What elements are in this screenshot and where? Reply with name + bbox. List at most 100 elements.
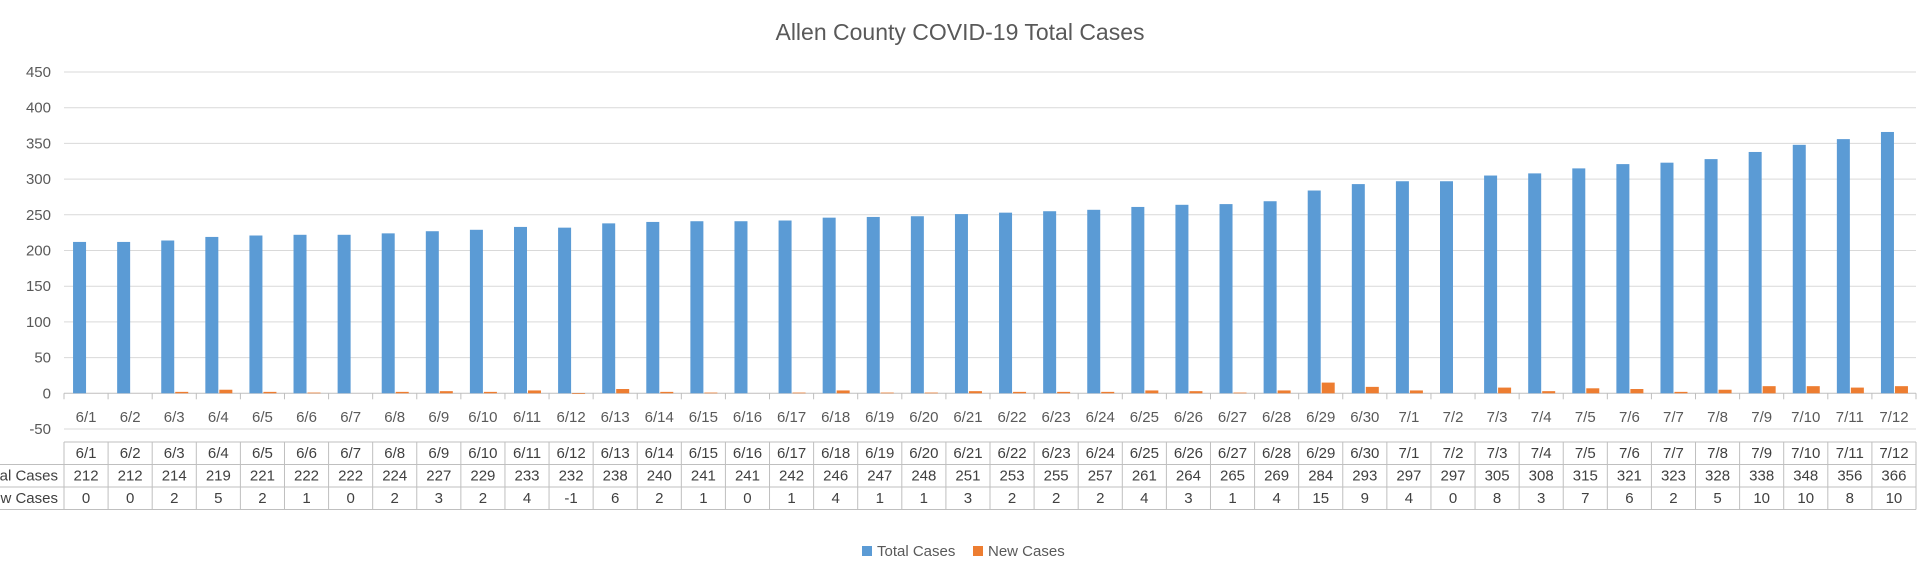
bar-total-cases — [910, 216, 924, 394]
table-cell-total-cases: 297 — [1396, 468, 1421, 485]
table-cell-new-cases: 0 — [82, 490, 90, 507]
table-cell-date: 7/10 — [1791, 445, 1820, 462]
bar-total-cases — [1748, 151, 1762, 394]
table-cell-total-cases: 232 — [559, 468, 584, 485]
x-tick-label: 7/3 — [1487, 409, 1508, 426]
table-cell-date: 6/28 — [1262, 445, 1291, 462]
bar-new-cases — [175, 391, 189, 394]
table-cell-new-cases: 4 — [831, 490, 839, 507]
bar-total-cases — [1528, 173, 1542, 394]
table-cell-date: 7/3 — [1487, 445, 1508, 462]
table-cell-total-cases: 212 — [74, 468, 99, 485]
bar-total-cases — [1307, 190, 1321, 394]
bar-total-cases — [1219, 204, 1233, 394]
table-cell-new-cases: 10 — [1797, 490, 1814, 507]
bar-total-cases — [1616, 164, 1630, 394]
x-tick-label: 7/7 — [1663, 409, 1684, 426]
table-cell-date: 7/12 — [1879, 445, 1908, 462]
table-cell-date: 6/10 — [468, 445, 497, 462]
table-cell-total-cases: 241 — [735, 468, 760, 485]
legend-label: New Cases — [988, 543, 1065, 560]
bar-total-cases — [1263, 201, 1277, 394]
legend: Total Cases New Cases — [862, 543, 1065, 560]
y-tick-label: 250 — [26, 207, 51, 224]
table-cell-total-cases: 265 — [1220, 468, 1245, 485]
bar-new-cases — [439, 391, 453, 394]
x-tick-label: 6/11 — [513, 409, 541, 426]
x-tick-label: 6/26 — [1174, 409, 1203, 426]
table-cell-total-cases: 247 — [867, 468, 892, 485]
table-cell-total-cases: 222 — [294, 468, 319, 485]
bar-total-cases — [1704, 159, 1718, 394]
table-cell-new-cases: 3 — [964, 490, 972, 507]
table-cell-date: 6/19 — [865, 445, 894, 462]
table-cell-date: 6/4 — [208, 445, 229, 462]
bar-total-cases — [205, 236, 219, 394]
table-cell-new-cases: 1 — [920, 490, 928, 507]
x-tick-label: 6/13 — [601, 409, 630, 426]
data-table: 6/1 6/2 6/3 6/4 6/5 6/6 6/7 6/8 6/9 6/10 6/11 6/12 6… — [0, 441, 1917, 510]
y-tick-label: 200 — [26, 243, 51, 260]
x-tick-label: 7/1 — [1398, 409, 1419, 426]
table-cell-date: 7/5 — [1575, 445, 1596, 462]
table-cell-new-cases: -1 — [564, 490, 577, 507]
table-cell-new-cases: 5 — [214, 490, 222, 507]
table-cell-new-cases: 8 — [1846, 490, 1854, 507]
y-tick-label: 300 — [26, 171, 51, 188]
x-tick-label: 6/9 — [428, 409, 449, 426]
table-cell-total-cases: 328 — [1705, 468, 1730, 485]
bar-new-cases — [880, 392, 894, 394]
table-cell-total-cases: 212 — [118, 468, 143, 485]
bar-total-cases — [1175, 204, 1189, 394]
x-tick-label: 6/2 — [120, 409, 141, 426]
table-cell-total-cases: 251 — [955, 468, 980, 485]
table-cell-new-cases: 3 — [435, 490, 443, 507]
table-cell-total-cases: 219 — [206, 468, 231, 485]
x-tick-label: 7/6 — [1619, 409, 1640, 426]
x-tick-label: 7/10 — [1791, 409, 1820, 426]
x-tick-label: 7/5 — [1575, 409, 1596, 426]
bar-new-cases — [1894, 386, 1908, 394]
y-tick-label: 50 — [34, 350, 51, 367]
legend-label: Total Cases — [877, 543, 955, 560]
table-cell-new-cases: 2 — [1096, 490, 1104, 507]
y-tick-label: 0 — [43, 385, 51, 402]
x-tick-label: 6/8 — [384, 409, 405, 426]
y-tick-label: -50 — [29, 421, 51, 438]
table-cell-new-cases: 1 — [1228, 490, 1236, 507]
table-cell-new-cases: 1 — [787, 490, 795, 507]
x-tick-label: 6/18 — [821, 409, 850, 426]
x-tick-label: 6/5 — [252, 409, 273, 426]
x-tick-label: 6/28 — [1262, 409, 1291, 426]
table-cell-date: 7/11 — [1836, 445, 1864, 462]
y-tick-label: 450 — [26, 64, 51, 81]
table-cell-new-cases: 4 — [1140, 490, 1148, 507]
table-cell-total-cases: 233 — [514, 468, 539, 485]
bar-total-cases — [734, 221, 748, 394]
table-cell-date: 6/11 — [513, 445, 541, 462]
table-cell-date: 7/7 — [1663, 445, 1684, 462]
bar-total-cases — [469, 229, 483, 394]
table-cell-total-cases: 214 — [162, 468, 187, 485]
table-cell-new-cases: 10 — [1886, 490, 1903, 507]
bar-total-cases — [1836, 139, 1850, 394]
table-cell-date: 6/7 — [340, 445, 361, 462]
bar-new-cases — [1057, 391, 1071, 394]
table-cell-new-cases: 2 — [391, 490, 399, 507]
table-cell-date: 6/20 — [909, 445, 938, 462]
table-cell-total-cases: 338 — [1749, 468, 1774, 485]
bar-new-cases — [660, 391, 674, 394]
bar-new-cases — [1277, 390, 1291, 394]
x-tick-label: 6/25 — [1130, 409, 1159, 426]
bar-total-cases — [73, 241, 87, 394]
bar-new-cases — [704, 392, 718, 394]
table-cell-new-cases: 1 — [302, 490, 310, 507]
bar-total-cases — [1395, 181, 1409, 394]
table-cell-new-cases: 15 — [1312, 490, 1329, 507]
x-tick-label: 6/7 — [340, 409, 361, 426]
table-cell-new-cases: 7 — [1581, 490, 1589, 507]
table-cell-new-cases: 2 — [258, 490, 266, 507]
table-cell-new-cases: 4 — [1272, 490, 1280, 507]
table-cell-new-cases: 8 — [1493, 490, 1501, 507]
table-cell-new-cases: 1 — [699, 490, 707, 507]
